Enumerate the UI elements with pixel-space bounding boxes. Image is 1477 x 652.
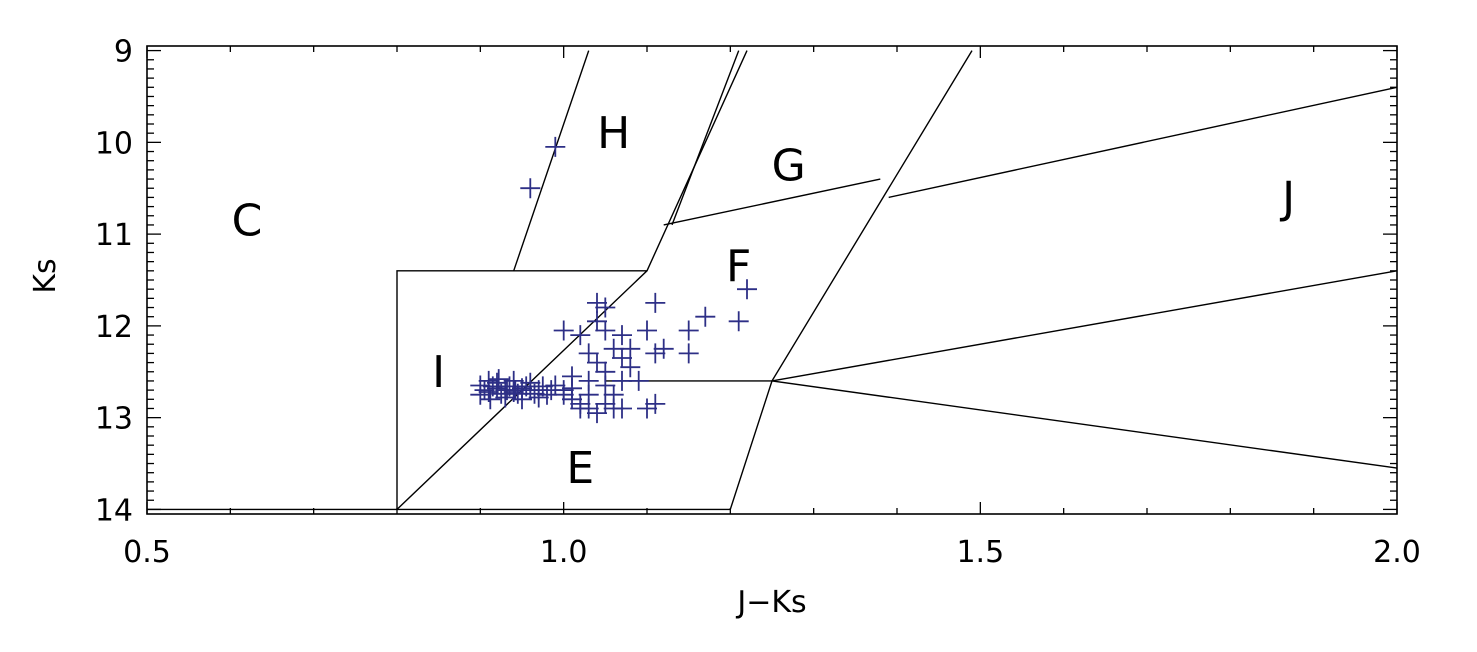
axes: 0.5 1.0 1.5 2.0 9 10 11 12 13 14 [95, 35, 1421, 570]
x-tick-label: 0.5 [123, 535, 171, 570]
y-tick-label: 13 [95, 402, 133, 437]
region-boundary-line [513, 50, 590, 272]
data-point [553, 320, 574, 341]
data-point [587, 311, 607, 332]
data-point [645, 292, 666, 313]
region-label-h: H [597, 108, 630, 159]
x-tick-label: 2.0 [1373, 535, 1421, 570]
data-points [470, 136, 757, 424]
data-point [478, 370, 499, 391]
y-tick-label: 14 [95, 493, 133, 528]
x-tick-label: 1.5 [956, 535, 1004, 570]
data-point [470, 375, 491, 396]
region-boundary-line [771, 380, 1398, 469]
region-boundary-line [888, 86, 1398, 199]
region-boundary-line [771, 270, 1398, 382]
data-point [545, 136, 566, 157]
region-labels: C H G J F I E [232, 108, 1296, 494]
region-boundaries [147, 50, 1398, 511]
data-point [612, 325, 632, 346]
plot-frame [146, 45, 1398, 515]
x-tick-label: 1.0 [540, 535, 588, 570]
data-point [628, 370, 649, 391]
data-point [595, 375, 616, 396]
data-point [537, 384, 557, 405]
region-label-g: G [772, 140, 806, 191]
data-point [620, 338, 641, 359]
data-point [595, 393, 616, 414]
region-label-e: E [566, 443, 594, 494]
y-tick-label: 11 [95, 218, 133, 253]
data-point [587, 403, 607, 424]
region-boundary-line [729, 50, 973, 510]
data-point [637, 398, 657, 419]
region-boundary-line [671, 50, 740, 226]
data-point [570, 398, 591, 419]
y-tick-label: 12 [95, 310, 133, 345]
data-point [603, 398, 624, 419]
data-point [612, 348, 632, 368]
region-label-i: I [432, 347, 445, 398]
data-point [520, 372, 541, 393]
data-point [728, 311, 749, 332]
data-point [595, 297, 616, 318]
x-axis-title: J−Ks [735, 585, 806, 620]
y-tick-label: 9 [114, 35, 133, 70]
data-point [587, 352, 607, 373]
data-point [520, 178, 541, 199]
region-label-j: J [1279, 172, 1295, 223]
y-axis-title: Ks [28, 258, 63, 293]
data-point [505, 380, 526, 401]
data-point [587, 292, 607, 313]
data-point [678, 343, 699, 364]
data-point [532, 376, 553, 397]
region-boundary-line [396, 270, 647, 510]
data-point [578, 343, 599, 364]
data-point [488, 369, 509, 390]
data-point [645, 343, 666, 364]
data-point [737, 279, 757, 300]
data-point [653, 338, 674, 359]
data-point [578, 370, 599, 391]
data-point [637, 320, 657, 341]
y-tick-label: 10 [95, 126, 133, 161]
region-label-f: F [726, 241, 751, 292]
data-point [612, 370, 632, 391]
region-boundary-line [663, 178, 881, 226]
data-point [570, 325, 591, 346]
data-point [480, 389, 501, 410]
data-point [595, 320, 616, 341]
data-point [620, 357, 641, 378]
data-point [528, 387, 549, 408]
region-label-c: C [232, 195, 263, 246]
data-point [645, 393, 666, 414]
data-point [678, 320, 699, 341]
region-boundary-line [396, 50, 748, 510]
data-point [562, 378, 582, 399]
data-point [695, 306, 716, 327]
data-point [553, 380, 574, 401]
